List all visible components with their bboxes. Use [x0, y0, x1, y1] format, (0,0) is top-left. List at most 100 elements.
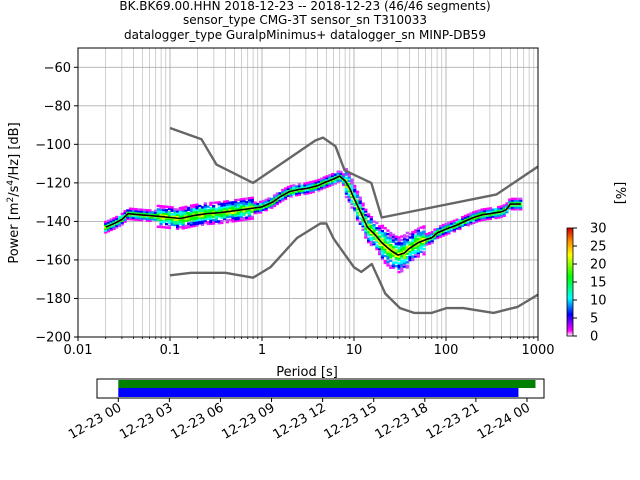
psd-density-cell	[447, 223, 451, 226]
psd-density-cell	[231, 208, 235, 211]
psd-density-cell	[463, 223, 468, 226]
psd-density-cell	[131, 218, 135, 221]
psd-density-cell	[344, 176, 349, 180]
psd-density-cell	[502, 212, 506, 216]
psd-density-cell	[153, 218, 158, 221]
psd-density-cell	[466, 222, 470, 225]
psd-density-cell	[134, 208, 138, 211]
psd-density-cell	[347, 183, 351, 186]
psd-density-cell	[156, 216, 160, 220]
psd-density-cell	[353, 202, 357, 205]
psd-density-cell	[245, 206, 249, 209]
psd-density-cell	[397, 265, 401, 269]
psd-density-cell	[151, 216, 155, 219]
psd-density-cell	[242, 213, 246, 216]
psd-density-cell	[391, 245, 396, 249]
psd-density-cell	[366, 237, 371, 240]
psd-density-cell	[242, 201, 246, 204]
psd-density-cell	[397, 250, 401, 253]
psd-density-cell	[355, 194, 360, 197]
psd-density-cell	[452, 223, 456, 226]
psd-density-cell	[159, 213, 163, 217]
psd-density-cell	[264, 202, 268, 205]
psd-density-cell	[308, 181, 313, 184]
psd-density-cell	[192, 209, 196, 212]
psd-density-cell	[505, 209, 509, 212]
psd-density-cell	[137, 216, 141, 220]
psd-density-cell	[333, 173, 337, 176]
psd-density-cell	[333, 178, 337, 182]
psd-density-cell	[416, 255, 420, 258]
psd-density-cell	[239, 213, 243, 217]
psd-density-cell	[414, 239, 418, 243]
timeline-tick-label: 12-23 06	[168, 400, 226, 442]
psd-density-cell	[372, 225, 376, 229]
psd-density-cell	[369, 221, 373, 224]
psd-density-cell	[159, 224, 163, 227]
psd-density-cell	[231, 213, 235, 216]
psd-density-cell	[405, 245, 409, 248]
psd-density-cell	[414, 244, 418, 248]
psd-density-cell	[317, 185, 321, 189]
psd-density-cell	[477, 218, 481, 221]
psd-density-cell	[350, 178, 354, 181]
psd-density-cell	[414, 229, 418, 232]
psd-density-cell	[159, 225, 163, 229]
psd-density-cell	[355, 207, 360, 211]
psd-density-cell	[209, 217, 213, 220]
psd-density-cell	[422, 230, 426, 233]
psd-density-cell	[331, 179, 335, 183]
psd-density-cell	[178, 212, 183, 215]
psd-density-cell	[170, 221, 174, 225]
psd-density-cell	[347, 172, 351, 176]
psd-density-cell	[441, 230, 445, 234]
psd-density-cell	[300, 186, 304, 189]
psd-density-cell	[200, 223, 205, 226]
psd-density-cell	[433, 237, 437, 240]
psd-density-cell	[164, 209, 169, 212]
psd-density-cell	[187, 222, 191, 225]
psd-density-cell	[402, 260, 407, 263]
psd-density-cell	[212, 222, 216, 225]
psd-density-cell	[331, 174, 335, 178]
psd-density-cell	[430, 234, 434, 237]
psd-density-cell	[400, 268, 404, 271]
psd-density-cell	[405, 252, 409, 255]
psd-density-cell	[380, 229, 385, 233]
psd-density-cell	[347, 184, 351, 188]
psd-density-cell	[170, 209, 174, 213]
psd-density-cell	[223, 207, 227, 210]
psd-density-cell	[372, 236, 376, 239]
psd-density-cell	[203, 219, 207, 223]
psd-density-cell	[400, 249, 404, 252]
psd-density-cell	[416, 232, 420, 236]
psd-density-cell	[250, 201, 254, 205]
y-tick-label: −180	[35, 292, 71, 307]
psd-density-cell	[386, 238, 390, 241]
psd-density-cell	[234, 219, 238, 223]
psd-density-cell	[488, 214, 492, 217]
psd-density-cell	[342, 176, 346, 180]
psd-density-cell	[419, 226, 423, 229]
psd-density-cell	[441, 234, 445, 237]
psd-density-cell	[438, 233, 443, 237]
psd-density-cell	[480, 211, 484, 215]
psd-density-cell	[223, 203, 227, 207]
psd-density-cell	[516, 197, 520, 201]
psd-density-cell	[220, 216, 224, 219]
psd-density-cell	[134, 209, 138, 213]
psd-density-cell	[408, 255, 412, 258]
psd-density-cell	[129, 217, 133, 221]
psd-density-cell	[469, 222, 473, 226]
psd-density-cell	[344, 178, 349, 181]
psd-density-cell	[131, 211, 135, 214]
psd-density-cell	[281, 195, 285, 199]
psd-density-cell	[104, 227, 108, 231]
psd-density-cell	[234, 207, 238, 211]
data-available-bar	[118, 380, 536, 388]
psd-density-cell	[358, 205, 362, 208]
psd-density-cell	[430, 241, 434, 244]
psd-density-cell	[297, 190, 302, 193]
psd-density-cell	[225, 215, 230, 219]
psd-density-cell	[339, 172, 343, 175]
